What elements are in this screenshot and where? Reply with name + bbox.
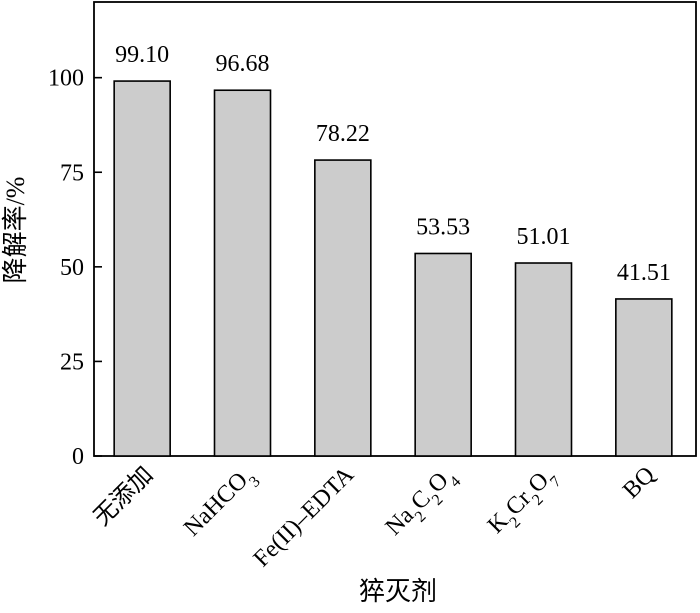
x-tick-label: Fe(II)–EDTA — [249, 461, 360, 572]
x-tick-label: Na2C2O4 — [381, 462, 464, 545]
data-label: 96.68 — [216, 51, 270, 77]
data-label: 53.53 — [416, 214, 470, 240]
bar — [514, 262, 573, 457]
bar — [113, 80, 171, 457]
bars — [113, 80, 673, 457]
data-labels: 99.10 96.68 78.22 53.53 51.01 41.51 — [115, 42, 671, 286]
bar — [314, 159, 372, 457]
bar — [213, 89, 272, 457]
x-tick-label: NaHCO3 — [179, 462, 263, 546]
y-tick-label: 25 — [60, 349, 84, 375]
y-tick-label: 0 — [72, 444, 84, 470]
data-label: 41.51 — [617, 260, 671, 286]
plot-frame — [93, 1, 697, 457]
y-axis-title: 降解率/% — [1, 177, 30, 284]
x-axis-title: 猝灭剂 — [359, 577, 437, 606]
y-tick-label: 75 — [60, 160, 84, 186]
x-tick-label: BQ — [618, 462, 660, 504]
y-tick-label: 100 — [48, 66, 84, 92]
x-tick-label: K2Cr2O7 — [483, 462, 564, 543]
axes: 0 25 50 75 100 — [48, 1, 697, 470]
data-label: 51.01 — [517, 224, 571, 250]
bar — [615, 298, 673, 457]
y-tick-label: 50 — [60, 255, 84, 281]
x-tick-label: 无添加 — [88, 461, 158, 531]
data-label: 78.22 — [316, 121, 370, 147]
data-label: 99.10 — [115, 42, 169, 68]
bar — [414, 252, 472, 457]
